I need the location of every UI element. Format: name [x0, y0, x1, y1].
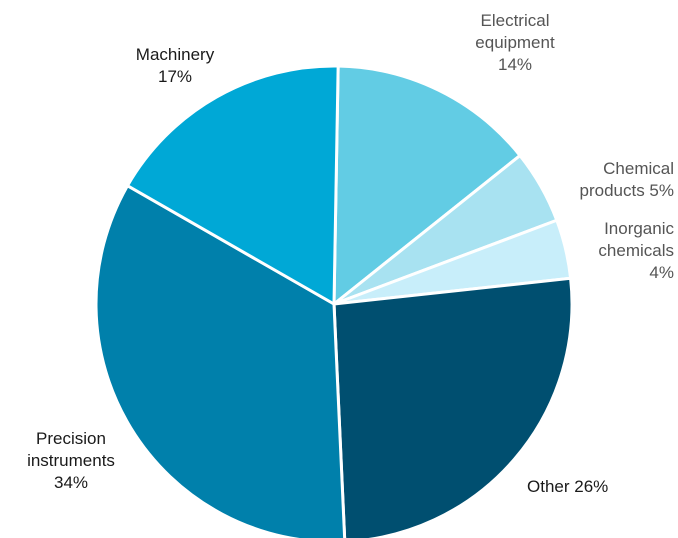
label-chemical-products: Chemical products 5% — [579, 159, 675, 200]
pie-slice-other — [332, 276, 574, 538]
pie-slice-machinery — [125, 64, 340, 307]
label-other: Other 26% — [527, 477, 609, 496]
pie-slice-precision-instruments — [94, 183, 347, 538]
pie-slice-electrical-equipment — [332, 64, 523, 308]
label-electrical-equipment: Electrical equipment 14% — [475, 11, 555, 74]
label-inorganic-chemicals: Inorganic chemicals 4% — [598, 219, 674, 282]
label-precision-instruments: Precision instruments 34% — [27, 429, 115, 492]
label-machinery: Machinery 17% — [135, 45, 215, 86]
